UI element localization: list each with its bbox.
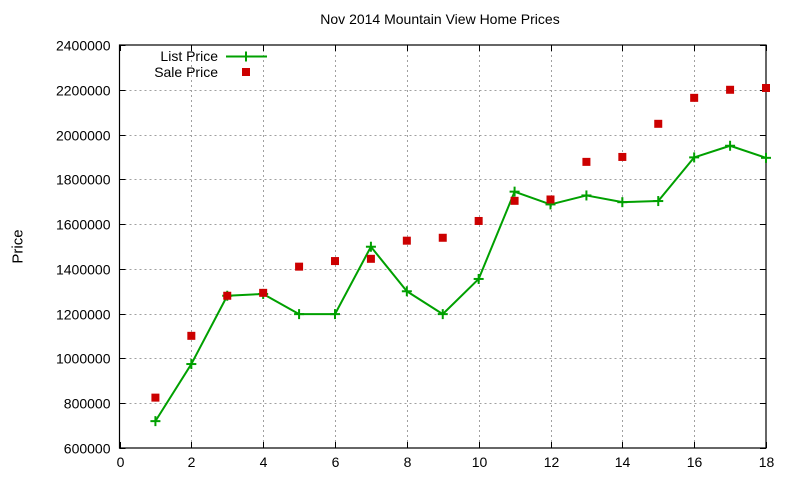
y-tick-label: 800000 bbox=[64, 396, 111, 412]
axes bbox=[118, 44, 767, 449]
plus-marker bbox=[365, 241, 376, 252]
square-marker bbox=[654, 119, 663, 128]
y-tick-label: 1200000 bbox=[56, 307, 111, 323]
square-marker bbox=[510, 196, 519, 205]
square-marker bbox=[295, 262, 304, 271]
series-list-price bbox=[150, 140, 771, 427]
y-tick-label: 2200000 bbox=[56, 83, 111, 99]
plus-marker bbox=[294, 309, 305, 320]
grid-lines bbox=[119, 45, 766, 448]
x-tick-label: 12 bbox=[544, 454, 560, 470]
plus-marker bbox=[437, 309, 448, 320]
plus-marker bbox=[509, 186, 520, 197]
x-tick-label: 14 bbox=[615, 454, 631, 470]
y-tick-label: 600000 bbox=[64, 441, 111, 457]
y-tick-label: 2000000 bbox=[56, 128, 111, 144]
plus-marker bbox=[689, 152, 700, 163]
plus-marker bbox=[150, 416, 161, 427]
chart-title: Nov 2014 Mountain View Home Prices bbox=[320, 11, 560, 27]
plus-marker bbox=[761, 152, 771, 163]
list-price-line bbox=[154, 144, 767, 422]
y-tick-label: 1800000 bbox=[56, 172, 111, 188]
plus-marker bbox=[330, 309, 340, 320]
square-marker bbox=[762, 83, 770, 92]
x-tick-label: 0 bbox=[117, 454, 125, 470]
square-marker bbox=[366, 254, 375, 263]
plus-marker bbox=[653, 196, 664, 207]
plus-marker bbox=[581, 190, 592, 201]
y-axis-ticks: 600000 800000 1000000 1200000 1400000 1600000… bbox=[56, 38, 111, 457]
square-marker bbox=[582, 157, 591, 166]
legend-label-list-price: List Price bbox=[160, 48, 218, 64]
y-tick-label: 1000000 bbox=[56, 351, 111, 367]
x-tick-label: 10 bbox=[472, 454, 488, 470]
legend-square-icon bbox=[242, 68, 250, 76]
x-tick-label: 2 bbox=[188, 454, 196, 470]
square-marker bbox=[331, 257, 339, 266]
y-tick-label: 1400000 bbox=[56, 262, 111, 278]
x-tick-label: 6 bbox=[332, 454, 340, 470]
x-tick-label: 18 bbox=[759, 454, 775, 470]
square-marker bbox=[438, 233, 447, 242]
plus-marker bbox=[473, 273, 484, 284]
legend-label-sale-price: Sale Price bbox=[154, 64, 218, 80]
square-marker bbox=[618, 152, 627, 161]
plot-border bbox=[118, 44, 767, 449]
x-axis-ticks: 0 2 4 6 8 10 12 14 16 18 bbox=[117, 454, 775, 470]
plus-marker bbox=[725, 140, 736, 151]
series-sale-price bbox=[151, 83, 770, 402]
y-tick-label: 2400000 bbox=[56, 38, 111, 54]
x-tick-label: 4 bbox=[260, 454, 268, 470]
x-tick-label: 16 bbox=[687, 454, 703, 470]
square-marker bbox=[259, 288, 268, 297]
y-tick-label: 1600000 bbox=[56, 217, 111, 233]
square-marker bbox=[151, 393, 160, 402]
square-marker bbox=[474, 216, 483, 225]
square-marker bbox=[402, 236, 411, 245]
square-marker bbox=[726, 85, 735, 94]
x-tick-label: 8 bbox=[404, 454, 412, 470]
square-marker bbox=[690, 93, 699, 102]
square-marker bbox=[223, 291, 232, 300]
plus-marker bbox=[401, 286, 412, 297]
square-marker bbox=[187, 331, 196, 340]
plus-marker bbox=[617, 197, 628, 208]
square-marker bbox=[546, 195, 555, 204]
plus-marker bbox=[186, 359, 197, 370]
